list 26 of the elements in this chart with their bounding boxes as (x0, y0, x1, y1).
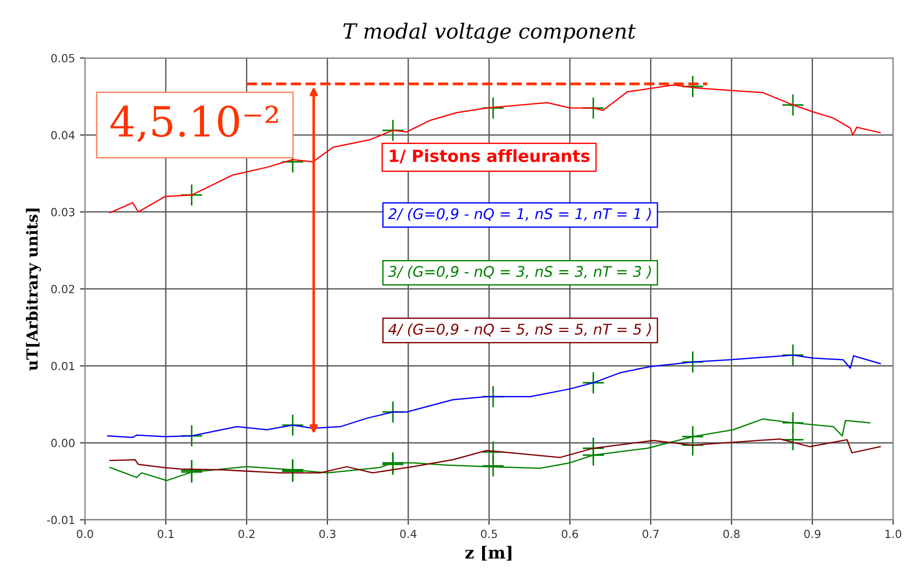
y-tick-label: 0.00 (51, 438, 75, 448)
y-tick-label: 0.04 (51, 130, 75, 140)
x-tick-label: 0.1 (158, 530, 174, 538)
x-tick-label: 0.5 (480, 530, 497, 538)
text: 2/ (G=0,9 - nQ = 1, nS = 1, nT = 1 ) (388, 208, 651, 221)
x-tick-label: 0.4 (400, 530, 416, 538)
chart-title: T modal voltage component (343, 22, 636, 44)
x-tick-label: 0.0 (76, 530, 94, 538)
y-tick-label: -0.01 (47, 516, 74, 524)
text: 4/ (G=0,9 - nQ = 5, nS = 5, nT = 5 ) (388, 323, 651, 336)
x-tick-label: 0.9 (804, 530, 820, 538)
annotation: 4,5.10⁻² (110, 106, 278, 142)
y-tick-label: 0.05 (51, 54, 74, 62)
y-tick-label: 0.03 (51, 208, 74, 216)
x-tick-label: 0.2 (238, 530, 254, 538)
x-tick-label: 0.8 (723, 530, 740, 538)
x-tick-label: 0.3 (319, 530, 336, 538)
series-label: 1/ Pistons affleurants (390, 149, 590, 164)
y-axis-title: uT[Arbitrary units] (26, 208, 41, 371)
x-tick-label: 0.7 (642, 530, 659, 538)
y-tick-label: 0.01 (51, 362, 74, 370)
x-tick-label: 1.0 (886, 530, 902, 538)
text: 3/ (G=0,9 - nQ = 3, nS = 3, nT = 3 ) (388, 266, 651, 279)
x-tick-label: 0.6 (562, 530, 578, 538)
y-tick-label: 0.02 (51, 284, 74, 294)
x-axis-title: z [m] (465, 546, 512, 561)
